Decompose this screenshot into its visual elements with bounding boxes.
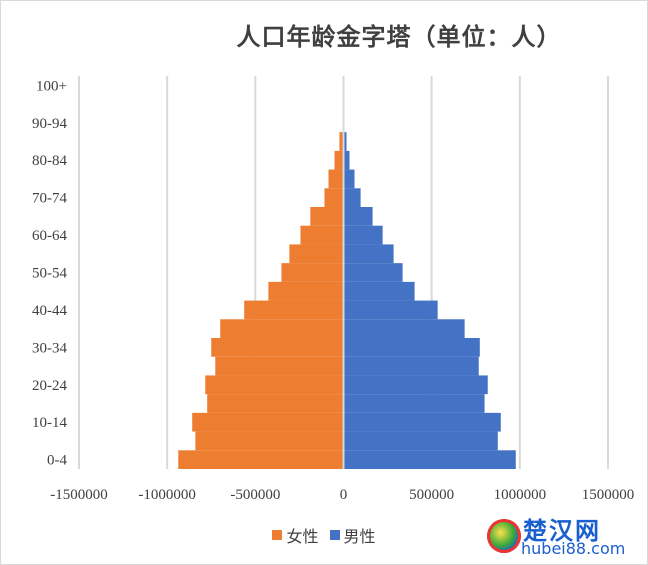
bar-male-50-54 (343, 263, 403, 282)
bar-male-30-34 (343, 338, 480, 357)
bar-female-80-84 (334, 150, 344, 170)
bar-male-20-24 (343, 375, 488, 395)
legend-item-male: 男性 (329, 523, 376, 547)
bar-male-60-64 (343, 225, 383, 245)
bar-female-5-9 (195, 431, 344, 451)
x-tick-label: 500000 (409, 487, 454, 503)
bar-female-85-89 (339, 132, 344, 151)
legend-swatch-male (329, 530, 340, 540)
globe-icon (487, 519, 521, 553)
bar-male-5-9 (343, 431, 498, 451)
bar-male-65-69 (343, 207, 373, 226)
x-tick-label: 1000000 (494, 487, 547, 503)
bar-male-85-89 (343, 132, 347, 151)
x-tick-label: -1000000 (138, 487, 196, 503)
bar-male-55-59 (343, 244, 394, 264)
watermark-name: 楚汉网 (523, 517, 601, 545)
y-tick-label: 60-64 (32, 228, 67, 244)
bar-female-10-14 (192, 412, 344, 432)
bar-male-15-19 (343, 394, 485, 413)
bar-male-25-29 (343, 356, 479, 376)
legend: 女性 男性 (1, 523, 647, 547)
legend-label-male: 男性 (343, 527, 376, 546)
bar-female-60-64 (300, 225, 344, 245)
legend-swatch-female (272, 530, 283, 540)
bar-female-25-29 (215, 356, 344, 376)
bar-female-40-44 (244, 300, 344, 320)
bar-male-45-49 (343, 281, 415, 301)
x-tick-label: -500000 (230, 487, 280, 503)
y-tick-label: 20-24 (32, 378, 67, 394)
y-tick-label: 50-54 (32, 266, 67, 282)
bar-female-20-24 (205, 375, 344, 395)
bar-male-35-39 (343, 319, 465, 338)
bar-male-10-14 (343, 412, 501, 432)
bar-female-0-4 (178, 450, 344, 469)
legend-item-female: 女性 (272, 523, 318, 547)
bar-female-75-79 (328, 169, 344, 189)
bar-male-0-4 (343, 450, 516, 469)
y-tick-label: 100+ (36, 78, 67, 94)
x-tick-label: 0 (340, 487, 348, 503)
watermark-logo: 楚汉网 hubei88.com (483, 513, 643, 561)
y-tick-label: 80-84 (32, 153, 67, 169)
y-tick-label: 0-4 (47, 453, 67, 469)
bar-female-45-49 (268, 281, 344, 301)
watermark-domain: hubei88.com (521, 539, 626, 558)
bar-male-40-44 (343, 300, 438, 320)
bar-male-70-74 (343, 188, 361, 207)
legend-label-female: 女性 (286, 527, 319, 546)
x-tick-label: -1500000 (50, 487, 108, 503)
y-tick-label: 30-34 (32, 340, 67, 356)
y-tick-label: 40-44 (32, 303, 67, 319)
bar-female-30-34 (211, 338, 344, 357)
y-tick-label: 10-14 (32, 415, 67, 431)
bar-female-15-19 (207, 394, 344, 413)
y-tick-label: 90-94 (32, 116, 67, 132)
bar-female-35-39 (220, 319, 344, 338)
bar-female-65-69 (310, 207, 344, 226)
chart-title: 人口年龄金字塔（单位：人） (236, 22, 562, 51)
bar-female-50-54 (281, 263, 344, 282)
y-tick-label: 70-74 (32, 191, 67, 207)
bar-female-70-74 (324, 188, 344, 207)
bar-male-75-79 (343, 169, 355, 189)
bar-female-55-59 (289, 244, 344, 264)
x-tick-label: 1500000 (582, 487, 635, 503)
bar-male-80-84 (343, 150, 350, 170)
